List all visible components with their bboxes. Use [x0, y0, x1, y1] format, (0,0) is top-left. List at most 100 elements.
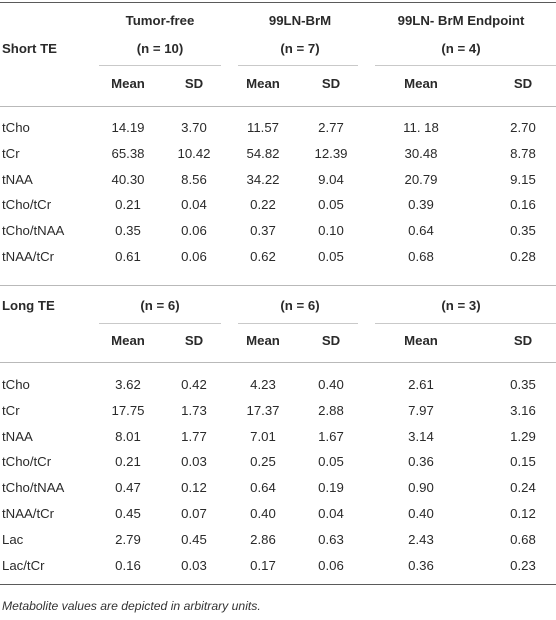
group-header-99ln-brm: 99LN-BrM	[268, 13, 332, 28]
cell-99ln-brm-mean: 0.25	[250, 454, 276, 470]
row-label: tNAA	[2, 171, 33, 187]
cell-tumor-free-mean: 17.75	[111, 402, 145, 418]
group-underline-99ln-brm-endpoint	[375, 323, 556, 324]
row-label: tNAA/tCr	[2, 249, 55, 264]
cell-endpoint-mean: 2.61	[408, 377, 434, 392]
row-label: tCho/tCr	[2, 197, 52, 213]
col-header-sd: SD	[513, 333, 533, 348]
cell-99ln-brm-mean: 2.86	[250, 531, 276, 547]
group-underline-tumor-free	[99, 65, 221, 66]
group-n-short-99ln-brm-endpoint: (n = 4)	[441, 41, 481, 56]
cell-99ln-brm-mean: 17.37	[246, 402, 280, 418]
section-title-long-te: Long TE	[2, 298, 55, 313]
cell-endpoint-sd: 0.35	[510, 377, 536, 392]
cell-endpoint-sd: 0.15	[510, 454, 536, 470]
cell-endpoint-mean: 0.36	[408, 557, 434, 573]
cell-99ln-brm-sd: 2.77	[318, 120, 344, 135]
cell-99ln-brm-sd: 0.19	[318, 480, 344, 496]
cell-endpoint-mean: 0.90	[408, 480, 434, 496]
row-label: tCho/tNAA	[2, 480, 65, 496]
cell-endpoint-sd: 8.78	[510, 145, 536, 161]
cell-endpoint-sd: 0.23	[510, 557, 536, 573]
cell-tumor-free-mean: 2.79	[115, 531, 141, 547]
group-n-long-99ln-brm-endpoint: (n = 3)	[441, 298, 481, 313]
cell-endpoint-mean: 11. 18	[403, 120, 439, 135]
cell-99ln-brm-sd: 1.67	[318, 428, 344, 444]
table-bottom-rule	[0, 584, 556, 585]
cell-tumor-free-mean: 0.61	[115, 249, 141, 264]
row-label: tCho/tNAA	[2, 223, 65, 239]
row-label: tCho/tCr	[2, 454, 52, 470]
cell-tumor-free-sd: 0.06	[181, 249, 207, 264]
cell-99ln-brm-mean: 34.22	[246, 171, 280, 187]
row-label: tCr	[2, 402, 20, 418]
header-rule-short	[0, 106, 556, 107]
cell-tumor-free-mean: 3.62	[115, 377, 141, 392]
col-header-sd: SD	[184, 76, 204, 91]
cell-endpoint-sd: 0.12	[510, 506, 536, 521]
group-n-short-tumor-free: (n = 10)	[136, 41, 184, 56]
col-header-mean: Mean	[404, 76, 438, 91]
cell-endpoint-mean: 0.40	[408, 506, 434, 521]
cell-tumor-free-mean: 0.21	[115, 454, 141, 470]
group-underline-tumor-free	[99, 323, 221, 324]
row-label: tNAA	[2, 428, 33, 444]
section-title-short-te: Short TE	[2, 41, 57, 56]
cell-endpoint-mean: 0.68	[408, 249, 434, 264]
cell-tumor-free-sd: 1.77	[181, 428, 207, 444]
group-underline-99ln-brm	[238, 323, 358, 324]
col-header-sd: SD	[321, 333, 341, 348]
cell-tumor-free-mean: 0.45	[115, 506, 141, 521]
cell-99ln-brm-sd: 0.05	[318, 249, 344, 264]
cell-99ln-brm-sd: 0.05	[318, 197, 344, 213]
cell-tumor-free-sd: 8.56	[181, 171, 207, 187]
cell-99ln-brm-mean: 54.82	[246, 145, 280, 161]
cell-99ln-brm-sd: 0.40	[318, 377, 344, 392]
cell-99ln-brm-mean: 0.64	[250, 480, 276, 496]
cell-tumor-free-sd: 0.45	[181, 531, 207, 547]
cell-tumor-free-sd: 3.70	[181, 120, 207, 135]
row-label: tCr	[2, 145, 20, 161]
table-footnote: Metabolite values are depicted in arbitr…	[2, 599, 261, 613]
cell-endpoint-sd: 3.16	[510, 402, 536, 418]
cell-endpoint-sd: 2.70	[510, 120, 536, 135]
cell-endpoint-sd: 0.35	[510, 223, 536, 239]
cell-endpoint-sd: 0.68	[510, 531, 536, 547]
group-header-99ln-brm-endpoint: 99LN- BrM Endpoint	[397, 13, 525, 28]
cell-99ln-brm-sd: 9.04	[318, 171, 344, 187]
group-header-tumor-free: Tumor-free	[125, 13, 195, 28]
cell-endpoint-mean: 0.64	[408, 223, 434, 239]
cell-99ln-brm-sd: 0.06	[318, 557, 344, 573]
col-header-mean: Mean	[246, 76, 280, 91]
cell-99ln-brm-mean: 0.40	[250, 506, 276, 521]
col-header-sd: SD	[184, 333, 204, 348]
cell-tumor-free-mean: 14.19	[111, 120, 145, 135]
cell-endpoint-sd: 0.16	[510, 197, 536, 213]
cell-99ln-brm-mean: 0.17	[250, 557, 276, 573]
group-n-long-99ln-brm: (n = 6)	[280, 298, 320, 313]
cell-99ln-brm-sd: 0.10	[318, 223, 344, 239]
row-label: tCho	[2, 377, 30, 392]
cell-99ln-brm-mean: 7.01	[250, 428, 276, 444]
cell-tumor-free-mean: 65.38	[111, 145, 145, 161]
cell-endpoint-mean: 30.48	[404, 145, 438, 161]
cell-99ln-brm-mean: 0.62	[250, 249, 276, 264]
col-header-sd: SD	[321, 76, 341, 91]
cell-endpoint-mean: 0.39	[408, 197, 434, 213]
cell-endpoint-mean: 3.14	[408, 428, 434, 444]
cell-tumor-free-sd: 10.42	[177, 145, 211, 161]
group-underline-99ln-brm-endpoint	[375, 65, 556, 66]
col-header-mean: Mean	[404, 333, 438, 348]
cell-tumor-free-mean: 0.35	[115, 223, 141, 239]
cell-99ln-brm-sd: 12.39	[314, 145, 348, 161]
group-underline-99ln-brm	[238, 65, 358, 66]
col-header-mean: Mean	[111, 76, 145, 91]
cell-endpoint-sd: 1.29	[510, 428, 536, 444]
group-n-short-99ln-brm: (n = 7)	[280, 41, 320, 56]
cell-endpoint-mean: 0.36	[408, 454, 434, 470]
cell-tumor-free-mean: 8.01	[115, 428, 141, 444]
cell-endpoint-sd: 0.28	[510, 249, 536, 264]
cell-endpoint-sd: 0.24	[510, 480, 536, 496]
cell-99ln-brm-mean: 4.23	[250, 377, 276, 392]
